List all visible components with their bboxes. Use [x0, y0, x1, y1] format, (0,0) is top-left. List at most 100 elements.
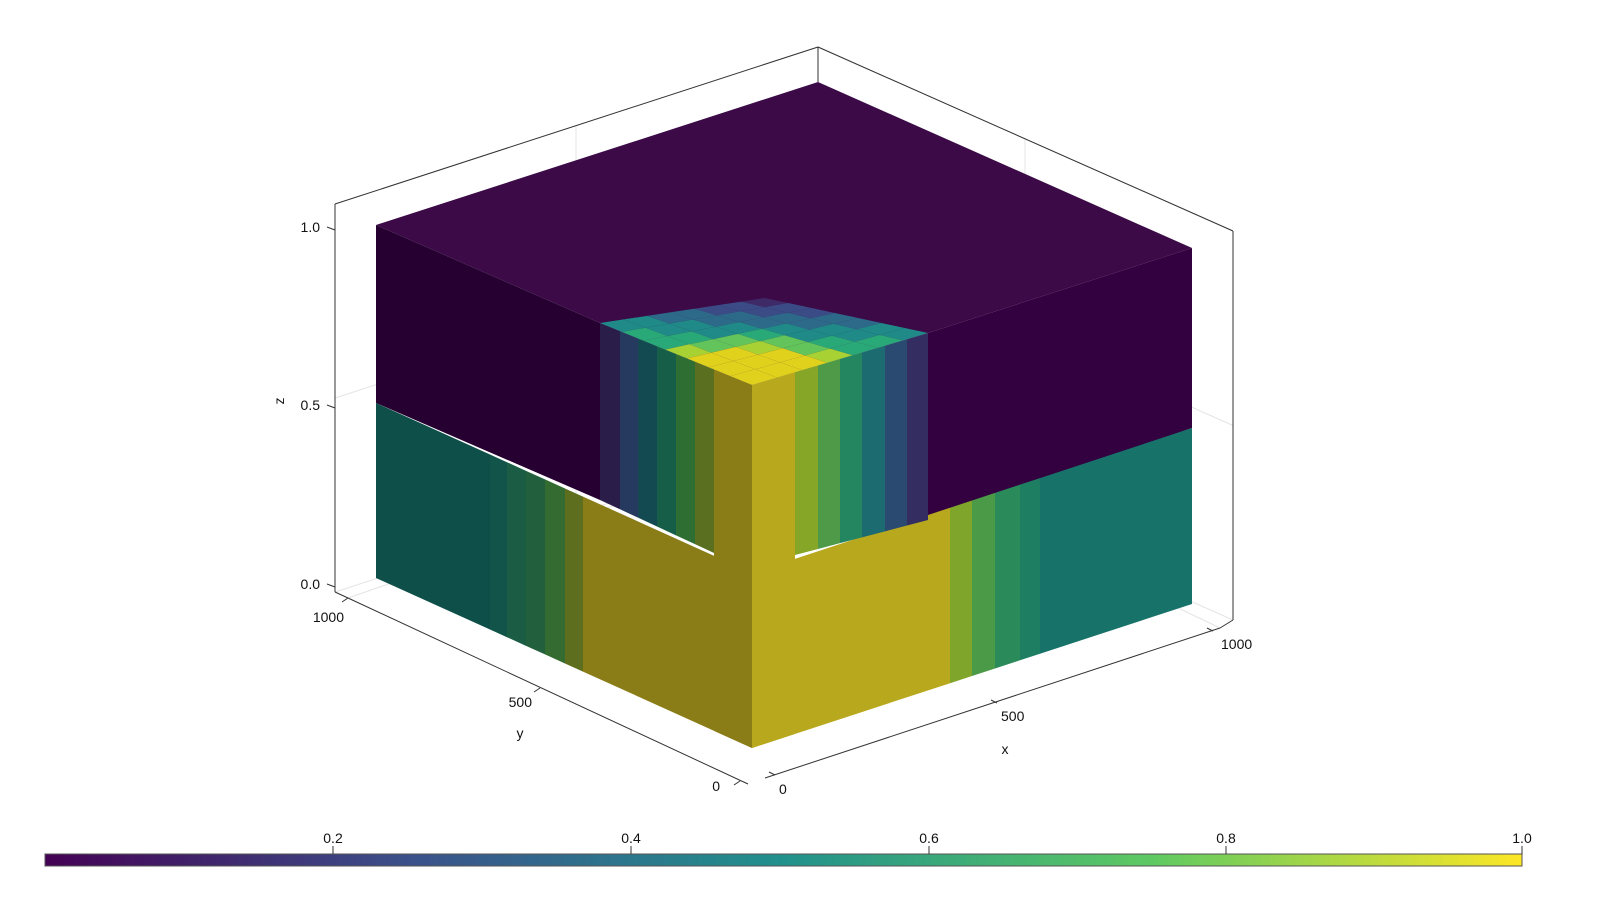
colorbar: 0.2 0.4 0.6 0.8 1.0: [44, 830, 1532, 867]
top-cell: [600, 319, 646, 332]
cut-wall-strip: [600, 323, 620, 510]
right-face-strip: [950, 500, 972, 684]
right-face-strip: [972, 492, 995, 676]
y-tick: [341, 597, 349, 603]
top-face: [376, 82, 1192, 385]
top-cell: [689, 339, 736, 353]
y-tick-label: 1000: [313, 609, 344, 625]
colorbar-tick-label: 0.6: [919, 830, 939, 846]
top-cell: [694, 305, 741, 316]
top-cell: [739, 317, 787, 329]
right-face-upper: [928, 248, 1192, 520]
top-cell: [805, 348, 853, 363]
left-face-strip: [490, 454, 507, 638]
top-cell: [740, 307, 788, 318]
y-axis-line: [347, 597, 749, 785]
top-cell: [780, 355, 828, 371]
top-cell: [755, 362, 803, 378]
top-cell: [670, 308, 717, 320]
left-face-strip: [565, 488, 583, 672]
top-cell: [708, 361, 756, 377]
left-face-strip: [507, 462, 526, 646]
left-face-strip: [545, 479, 565, 664]
top-cell: [686, 352, 734, 368]
z-tick: [326, 404, 336, 409]
cut-wall-strip: [818, 359, 840, 549]
top-cell: [735, 341, 783, 355]
top-cell: [715, 322, 763, 334]
top-cell: [717, 301, 765, 312]
x-tick: [768, 771, 776, 776]
top-cell: [667, 331, 714, 345]
cut-wall-strip: [620, 331, 638, 518]
x-axis-line: [764, 627, 1221, 779]
axis-spine: [334, 591, 349, 599]
top-cell: [856, 323, 905, 335]
right-face-strip: [752, 507, 950, 748]
top-cell: [623, 315, 670, 328]
top-cell: [764, 303, 812, 313]
y-tick-label: 500: [509, 694, 533, 710]
axis-spine: [817, 46, 1234, 232]
right-face-strip: [1020, 478, 1040, 661]
x-tick: [1206, 627, 1214, 632]
y-tick: [533, 687, 541, 693]
colorbar-tick-label: 1.0: [1512, 830, 1532, 846]
top-cell: [716, 311, 764, 322]
top-cell: [711, 346, 758, 361]
left-face-upper: [376, 225, 600, 500]
top-cell: [784, 329, 832, 342]
z-tick-label: 0.0: [301, 576, 321, 592]
top-cell: [830, 341, 878, 356]
x-tick: [990, 699, 998, 704]
axis-spine: [1219, 619, 1234, 629]
inner-corner-left: [714, 369, 752, 748]
volume-faces: [376, 82, 1192, 748]
top-cell: [693, 315, 740, 327]
cut-wall-strip: [657, 346, 676, 536]
top-cell: [741, 298, 789, 308]
left-face-strip: [583, 496, 752, 748]
cut-wall-strip: [638, 338, 657, 527]
left-face-strip: [376, 403, 490, 630]
top-cell: [713, 333, 761, 347]
z-tick-label: 1.0: [301, 219, 321, 235]
x-axis-label: x: [1002, 741, 1009, 757]
top-cell: [807, 335, 855, 349]
top-cell: [737, 328, 785, 342]
colorbar-tick-label: 0.4: [621, 830, 641, 846]
top-cell: [833, 318, 882, 330]
axis-spine: [334, 46, 819, 205]
z-axis-label: z: [271, 398, 287, 405]
top-cell: [787, 308, 835, 319]
top-cell: [854, 334, 903, 348]
inner-corner-right: [752, 372, 795, 748]
y-tick: [733, 780, 741, 786]
top-cell: [733, 354, 781, 370]
x-tick-label: 500: [1001, 708, 1025, 724]
z-tick: [326, 226, 336, 231]
top-cell: [669, 319, 716, 332]
top-cell: [730, 369, 778, 385]
top-cell: [809, 323, 857, 336]
x-tick-label: 1000: [1221, 636, 1252, 652]
top-cell: [645, 323, 692, 336]
top-cell: [763, 312, 811, 324]
top-cell: [665, 344, 712, 359]
cut-wall-strip: [795, 365, 818, 555]
axis-frame: [334, 46, 1234, 785]
cut-wall-strip: [840, 352, 862, 544]
z-tick-label: 0.5: [301, 397, 321, 413]
top-cell: [760, 335, 808, 349]
cut-wall-strip: [907, 333, 928, 526]
top-cell: [810, 313, 859, 324]
z-tick: [326, 583, 336, 588]
top-cell: [621, 327, 668, 341]
axis-ticks: [326, 226, 1214, 786]
right-face-strip: [995, 484, 1020, 669]
top-cell: [758, 348, 805, 363]
colorbar-tick-label: 0.8: [1216, 830, 1236, 846]
top-cell: [647, 312, 694, 324]
